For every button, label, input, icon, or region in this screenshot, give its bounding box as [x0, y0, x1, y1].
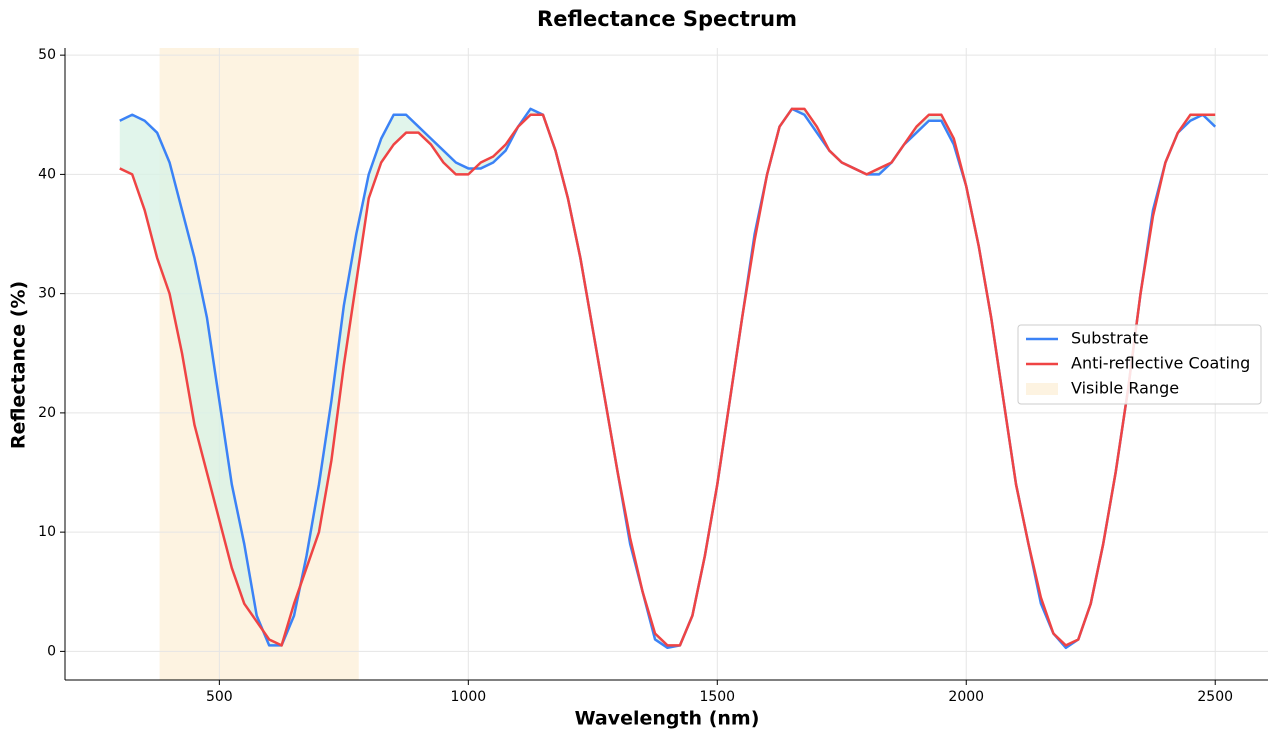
y-tick-label: 50 — [38, 47, 56, 63]
legend-label: Substrate — [1071, 329, 1149, 348]
legend-swatch — [1026, 383, 1058, 395]
y-tick-label: 20 — [38, 405, 56, 421]
chart-title: Reflectance Spectrum — [537, 7, 797, 31]
y-tick-label: 0 — [47, 643, 56, 659]
y-axis-label: Reflectance (%) — [8, 281, 30, 449]
legend-label: Visible Range — [1071, 379, 1179, 398]
legend-label: Anti-reflective Coating — [1071, 354, 1250, 373]
x-tick-label: 2500 — [1197, 689, 1233, 705]
legend-box — [1017, 324, 1262, 405]
x-tick-label: 1500 — [699, 689, 735, 705]
x-tick-label: 500 — [206, 689, 233, 705]
y-tick-label: 30 — [38, 286, 56, 302]
x-axis-label: Wavelength (nm) — [575, 708, 760, 730]
x-tick-label: 2000 — [948, 689, 984, 705]
difference-fill — [119, 108, 1216, 648]
y-tick-label: 40 — [38, 166, 56, 182]
series-line — [119, 107, 1216, 647]
y-tick-label: 10 — [38, 524, 56, 540]
x-tick-label: 1000 — [451, 689, 487, 705]
